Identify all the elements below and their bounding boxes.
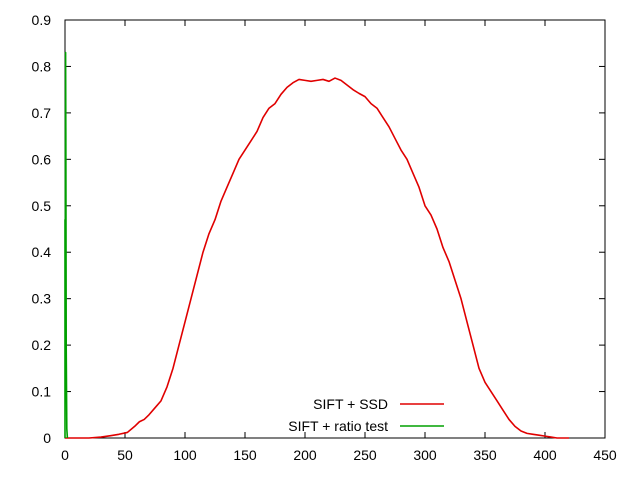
series-line-2 [64,51,69,439]
axis-ticks: 0 50 100 150 200 250 300 350 400 450 0 0.1 0.2 0.3 0.4… [32,12,617,463]
series-line-1 [65,77,569,439]
x-tick-label: 200 [293,447,317,463]
x-tick-label: 450 [593,447,617,463]
x-tick-label: 100 [173,447,197,463]
legend: SIFT + SSD SIFT + ratio test [288,396,444,434]
y-tick-label: 0.5 [32,198,52,214]
y-tick-label: 0.9 [32,12,52,28]
x-tick-label: 150 [233,447,257,463]
x-tick-label: 300 [413,447,437,463]
y-tick-label: 0.1 [32,384,52,400]
y-tick-label: 0.8 [32,58,52,74]
y-tick-label: 0.4 [32,244,52,260]
y-tick-label: 0.7 [32,105,52,121]
legend-label-2: SIFT + ratio test [288,418,388,434]
plot-area [64,19,606,439]
plot-border [64,19,606,439]
y-tick-label: 0 [43,430,51,446]
series-layer [64,51,569,439]
y-tick-label: 0.6 [32,151,52,167]
legend-label-1: SIFT + SSD [313,396,388,412]
y-tick-label: 0.3 [32,291,52,307]
x-tick-label: 50 [117,447,133,463]
x-tick-label: 400 [533,447,557,463]
y-tick-label: 0.2 [32,337,52,353]
x-tick-label: 250 [353,447,377,463]
x-tick-label: 0 [61,447,69,463]
x-tick-label: 350 [473,447,497,463]
